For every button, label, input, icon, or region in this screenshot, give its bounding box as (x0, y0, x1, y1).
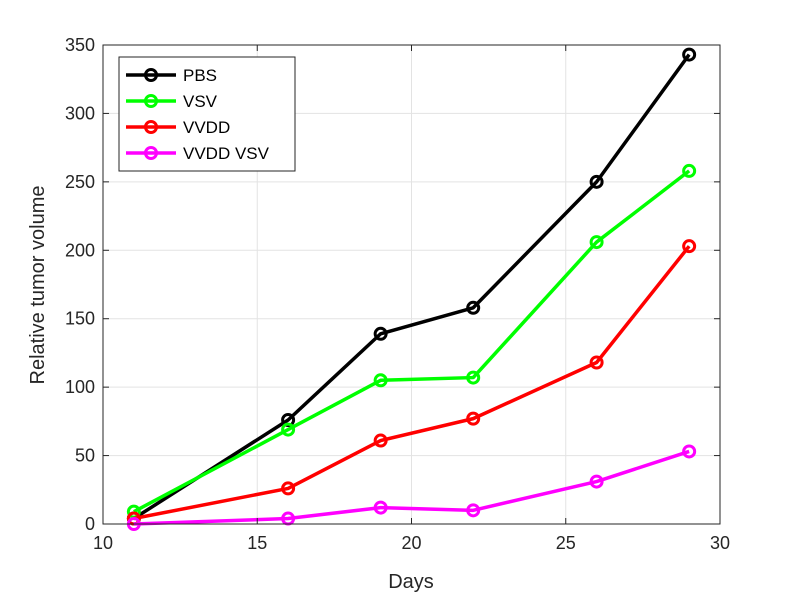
y-tick-label: 300 (65, 103, 95, 123)
data-point-vvdd-vsv (682, 444, 697, 459)
data-point-vvdd (281, 481, 296, 496)
data-point-pbs (373, 326, 388, 341)
x-tick-label: 25 (556, 533, 576, 553)
series-layer (126, 47, 697, 531)
legend-marker-vvdd-vsv (144, 146, 158, 160)
y-tick-label: 250 (65, 172, 95, 192)
y-tick-label: 0 (85, 514, 95, 534)
x-tick-label: 20 (401, 533, 421, 553)
series-line-pbs (132, 53, 691, 521)
data-point-vsv (682, 163, 697, 178)
series-line-vvdd-vsv (133, 449, 690, 526)
legend-label-vvdd: VVDD (183, 118, 230, 137)
data-point-pbs (682, 47, 697, 62)
legend: PBS VSV VVDD VVDD VSV (118, 56, 296, 172)
y-axis-label: Relative tumor volume (27, 186, 49, 385)
x-tick-label: 10 (93, 533, 113, 553)
legend-marker-vsv (144, 94, 158, 108)
data-point-vsv (466, 370, 481, 385)
legend-label-vsv: VSV (183, 92, 218, 111)
series-line-vsv (133, 169, 691, 514)
legend-marker-pbs (144, 68, 158, 82)
x-tick-label: 15 (247, 533, 267, 553)
data-point-vvdd-vsv (373, 500, 388, 515)
data-point-vvdd (589, 355, 604, 370)
y-tick-label: 200 (65, 240, 95, 260)
data-point-vsv (589, 235, 604, 250)
data-point-vvdd (373, 433, 388, 448)
grid-lines (102, 44, 721, 525)
legend-label-pbs: PBS (183, 66, 217, 85)
series-line-vvdd (133, 245, 691, 521)
data-point-vvdd (682, 239, 697, 254)
y-tick-label: 150 (65, 309, 95, 329)
data-point-pbs (466, 300, 481, 315)
data-point-vsv (373, 373, 388, 388)
data-point-vvdd (466, 411, 481, 426)
data-point-vvdd-vsv (589, 474, 604, 489)
legend-label-vvdd-vsv: VVDD VSV (183, 144, 270, 163)
y-tick-label: 350 (65, 35, 95, 55)
legend-marker-vvdd (144, 120, 158, 134)
y-tick-label: 100 (65, 377, 95, 397)
data-point-pbs (589, 174, 604, 189)
data-point-vvdd-vsv (466, 503, 481, 518)
x-tick-label: 30 (710, 533, 730, 553)
data-point-vsv (281, 422, 296, 437)
x-axis-label: Days (388, 571, 434, 593)
y-tick-label: 50 (75, 446, 95, 466)
